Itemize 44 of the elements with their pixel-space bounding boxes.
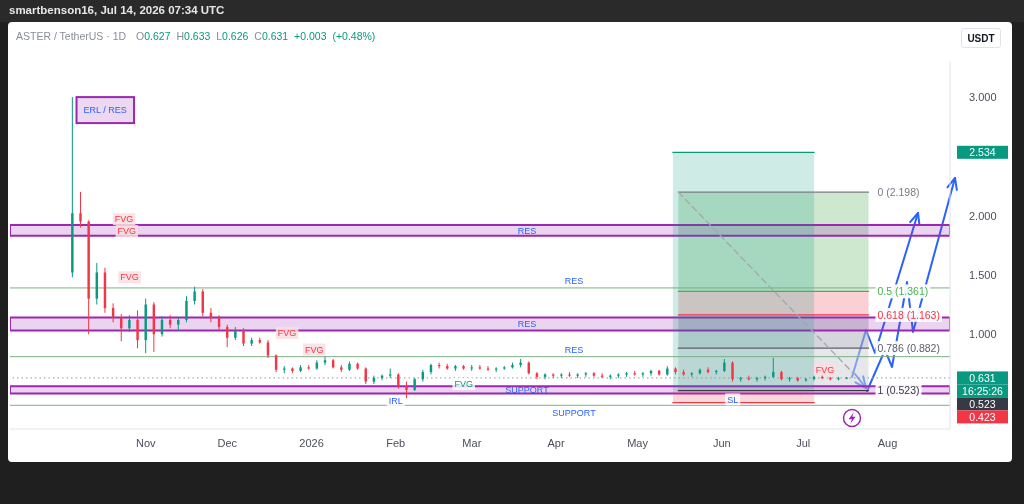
text: 0.423 bbox=[969, 410, 996, 423]
series-label: 0.786 (0.882) bbox=[877, 341, 940, 354]
text: 0.631 bbox=[969, 371, 996, 384]
band-label: SUPPORT bbox=[505, 385, 550, 396]
x-tick-label: Apr bbox=[547, 436, 565, 449]
series-label: 0.5 (1.361) bbox=[877, 285, 929, 298]
annotation: FVG bbox=[117, 226, 137, 237]
annotation: FVG bbox=[815, 364, 835, 375]
annotation: FVG bbox=[454, 379, 473, 390]
series-label: 1 (0.523) bbox=[877, 384, 920, 397]
x-tick-label: May bbox=[627, 436, 649, 449]
band-label: RES bbox=[517, 225, 537, 236]
text: 16:25:26 bbox=[962, 384, 1004, 397]
text: O0.627 H0.633 L0.626 C0.631 +0.003 (+0.48%) bbox=[136, 30, 376, 42]
chart-title: ASTER / TetherUS · 1D bbox=[16, 30, 127, 42]
ref-line-label: RES bbox=[564, 276, 584, 287]
annotation: FVG bbox=[277, 328, 297, 339]
x-tick-label: Dec bbox=[217, 436, 238, 449]
x-tick-label: Aug bbox=[877, 436, 898, 449]
text: 0.523 bbox=[969, 397, 996, 410]
x-tick-label: Nov bbox=[136, 436, 157, 449]
y-tick-label: 3.000 bbox=[969, 90, 997, 103]
annotation: FVG bbox=[114, 214, 134, 225]
annotation: FVG bbox=[120, 272, 139, 283]
x-tick-label: Jul bbox=[796, 436, 811, 449]
band-label: RES bbox=[517, 319, 537, 330]
series-label: 0 (2.198) bbox=[877, 185, 920, 198]
x-tick-label: Mar bbox=[462, 436, 482, 449]
x-tick-label: Feb bbox=[386, 436, 406, 449]
y-tick-label: 2.000 bbox=[969, 209, 997, 222]
y-tick-label: 1.000 bbox=[969, 328, 997, 341]
text: smartbenson16, Jul 14, 2026 07:34 UTC bbox=[9, 4, 225, 16]
ref-line-label: SUPPORT bbox=[552, 408, 597, 419]
x-tick-label: Jun bbox=[712, 436, 731, 449]
x-tick-label: 2026 bbox=[299, 436, 324, 449]
ref-line-label: RES bbox=[564, 345, 584, 356]
annotation: IRL bbox=[388, 396, 403, 407]
annotation: SL bbox=[727, 394, 739, 405]
y-axis-title: USDT bbox=[961, 28, 1001, 48]
series-label: 0.618 (1.163) bbox=[877, 308, 940, 321]
annotation: FVG bbox=[305, 344, 324, 355]
text: 2.534 bbox=[969, 145, 996, 158]
annotation: ERL / RES bbox=[83, 105, 127, 116]
y-tick-label: 1.500 bbox=[969, 268, 997, 281]
